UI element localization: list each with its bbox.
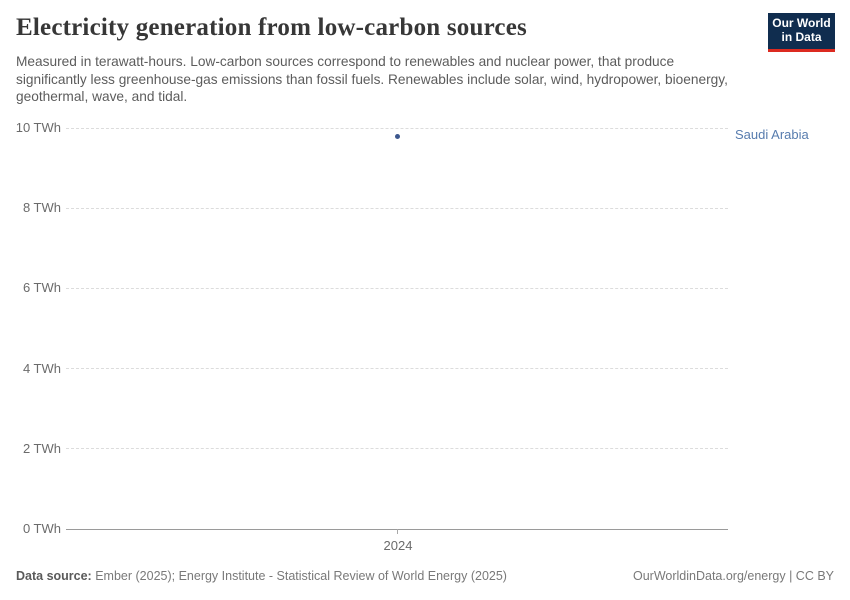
chart-footer: Data source: Ember (2025); Energy Instit… bbox=[16, 569, 834, 583]
owid-logo-line1: Our World bbox=[772, 16, 831, 30]
owid-logo-line2: in Data bbox=[781, 30, 822, 44]
gridline bbox=[66, 368, 728, 370]
y-tick-label: 8 TWh bbox=[22, 200, 61, 216]
owid-logo[interactable]: Our World in Data bbox=[768, 13, 835, 52]
chart-title: Electricity generation from low-carbon s… bbox=[16, 14, 527, 41]
license-link[interactable]: OurWorldinData.org/energy | CC BY bbox=[632, 569, 834, 583]
gridline bbox=[66, 127, 728, 129]
data-source-text: Ember (2025); Energy Institute - Statist… bbox=[91, 569, 507, 583]
x-tick-label: 2024 bbox=[383, 538, 413, 553]
y-tick-label: 2 TWh bbox=[22, 440, 61, 456]
x-tick-mark bbox=[397, 529, 398, 534]
gridline bbox=[66, 448, 728, 450]
y-tick-label: 6 TWh bbox=[22, 280, 61, 296]
data-source-note: Data source: Ember (2025); Energy Instit… bbox=[16, 569, 507, 583]
data-source-label: Data source: bbox=[16, 569, 92, 583]
entity-label[interactable]: Saudi Arabia bbox=[735, 127, 809, 143]
chart-subtitle: Measured in terawatt-hours. Low-carbon s… bbox=[16, 54, 728, 104]
y-tick-label: 4 TWh bbox=[22, 360, 61, 376]
gridline bbox=[66, 207, 728, 209]
gridline bbox=[66, 287, 728, 289]
y-tick-label: 10 TWh bbox=[15, 120, 61, 135]
data-point[interactable] bbox=[394, 133, 400, 139]
y-tick-label: 0 TWh bbox=[22, 521, 61, 536]
